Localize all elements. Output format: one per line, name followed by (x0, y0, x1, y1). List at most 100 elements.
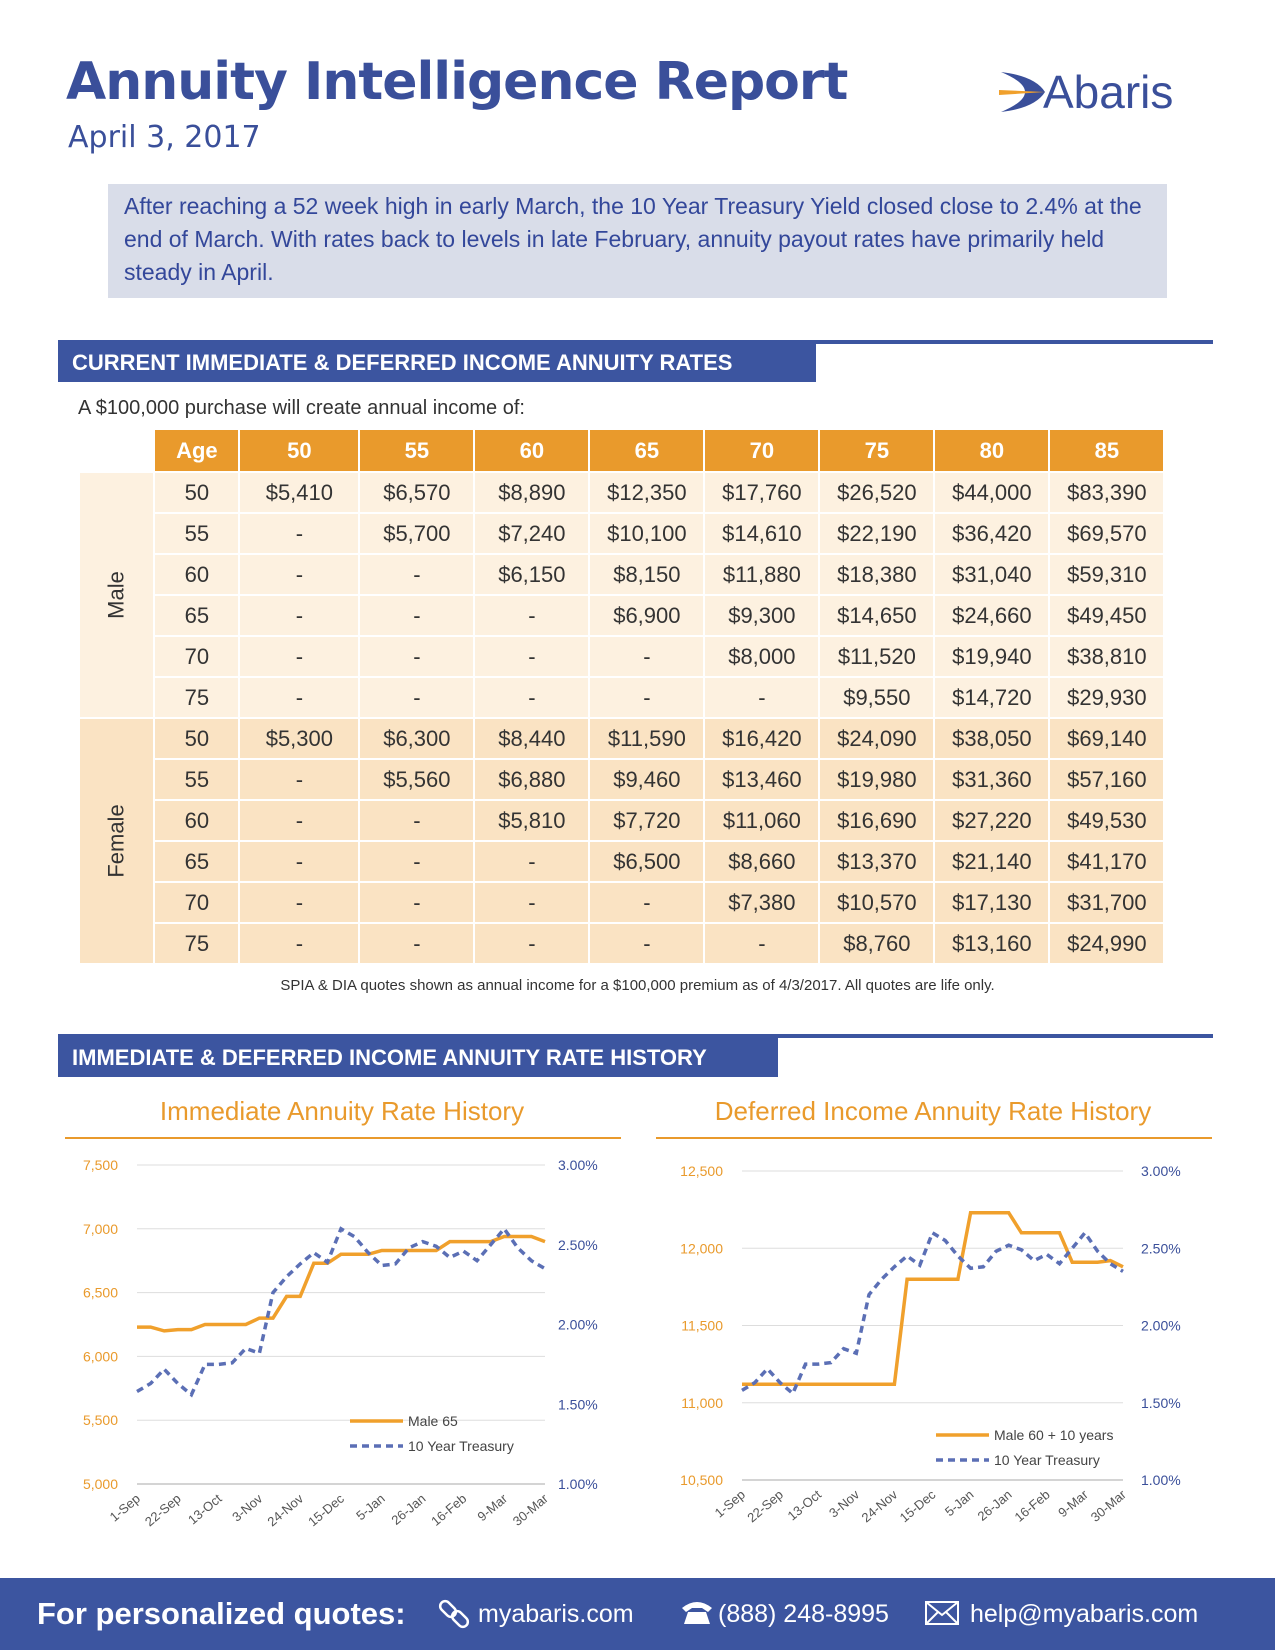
rate-cell: - (358, 840, 476, 883)
link-icon (438, 1599, 470, 1629)
rate-cell: $31,360 (933, 758, 1051, 801)
rate-cell: - (473, 635, 591, 678)
row-age: 70 (153, 881, 241, 924)
rate-cell: - (238, 594, 361, 637)
y2-tick-label: 2.50% (1141, 1240, 1181, 1256)
y2-tick-label: 2.50% (558, 1237, 598, 1253)
x-tick-label: 16-Feb (1012, 1487, 1053, 1525)
rate-cell: $6,880 (473, 758, 591, 801)
table-caption: A $100,000 purchase will create annual i… (78, 397, 525, 419)
y-tick-label: 6,500 (83, 1285, 118, 1301)
rate-cell: $41,170 (1048, 840, 1166, 883)
rate-cell: - (358, 922, 476, 965)
legend-label: Male 65 (408, 1413, 458, 1429)
rate-cell: $14,650 (818, 594, 936, 637)
report-date: April 3, 2017 (68, 120, 261, 155)
rate-cell: $24,660 (933, 594, 1051, 637)
row-age: 70 (153, 635, 241, 678)
section-rule (58, 1034, 1213, 1038)
rate-cell: - (473, 922, 591, 965)
y2-tick-label: 1.00% (1141, 1472, 1181, 1488)
x-tick-label: 30-Mar (510, 1490, 552, 1528)
rate-cell: $14,610 (703, 512, 821, 555)
rate-cell: $24,090 (818, 717, 936, 760)
series-line (137, 1234, 546, 1333)
table-row: 65- - - $6,500 $8,660 $13,370 $21,140 $41,170 (79, 840, 1166, 883)
table-row: Male 50 $5,410 $6,570 $8,890 $12,350 $17,760 $2… (77, 471, 1166, 719)
rate-cell: $6,570 (358, 471, 476, 514)
rate-cell: $59,310 (1048, 553, 1166, 596)
rate-cell: $10,570 (818, 881, 936, 924)
y2-tick-label: 3.00% (558, 1157, 598, 1173)
rate-cell: - (358, 635, 476, 678)
rate-cell: - (358, 553, 476, 596)
group-cell: Male (77, 471, 156, 719)
section-header: CURRENT IMMEDIATE & DEFERRED INCOME ANNU… (58, 343, 816, 382)
rate-cell: $19,980 (818, 758, 936, 801)
row-age: 60 (153, 553, 241, 596)
x-tick-label: 26-Jan (388, 1491, 428, 1528)
table-row: 55- $5,560 $6,880 $9,460 $13,460 $19,980 $31,3… (79, 758, 1166, 801)
rate-cell: $6,300 (358, 717, 476, 760)
x-tick-label: 30-Mar (1088, 1486, 1130, 1524)
y-tick-label: 11,000 (681, 1395, 723, 1411)
rate-cell: - (358, 594, 476, 637)
row-age: 55 (153, 758, 241, 801)
rate-cell: $5,300 (238, 717, 361, 760)
rate-cell: $31,040 (933, 553, 1051, 596)
rate-cell: $16,420 (703, 717, 821, 760)
rate-cell: $18,380 (818, 553, 936, 596)
rate-cell: - (238, 635, 361, 678)
table-row: 60- - $5,810 $7,720 $11,060 $16,690 $27,220 $49… (79, 799, 1166, 842)
rate-cell: - (238, 840, 361, 883)
rate-cell: $5,810 (473, 799, 591, 842)
rate-cell: - (238, 799, 361, 842)
rate-cell: - (358, 881, 476, 924)
rate-cell: $14,720 (933, 676, 1051, 719)
series-line (742, 1210, 1124, 1386)
rate-cell: $11,880 (703, 553, 821, 596)
rate-cell: - (588, 881, 706, 924)
column-header: Age (153, 428, 241, 473)
x-tick-label: 1-Sep (107, 1491, 143, 1525)
rate-cell: $26,520 (818, 471, 936, 514)
footer-lead: For personalized quotes: (37, 1596, 406, 1631)
rate-cell: $21,140 (933, 840, 1051, 883)
group-cell: Female (77, 717, 156, 965)
rate-cell: - (473, 676, 591, 719)
rate-cell: - (238, 553, 361, 596)
column-header: 60 (473, 428, 591, 473)
x-tick-label: 15-Dec (897, 1486, 939, 1525)
table-row: 75- - - - - $9,550 $14,720 $29,930 (79, 676, 1166, 719)
row-age: 65 (153, 594, 241, 637)
y2-tick-label: 2.00% (1141, 1318, 1181, 1334)
rate-cell: $10,100 (588, 512, 706, 555)
rate-cell: $57,160 (1048, 758, 1166, 801)
rate-cell: $19,940 (933, 635, 1051, 678)
logo-mark-accent (999, 90, 1045, 95)
rate-cell: $11,520 (818, 635, 936, 678)
rate-cell: $36,420 (933, 512, 1051, 555)
chart-title: Immediate Annuity Rate History (160, 1096, 524, 1126)
section-rule (58, 340, 1213, 344)
rate-cell: $44,000 (933, 471, 1051, 514)
rate-cell: $5,560 (358, 758, 476, 801)
y-tick-label: 5,000 (83, 1476, 118, 1492)
chart-title: Deferred Income Annuity Rate History (715, 1096, 1151, 1126)
section-header: IMMEDIATE & DEFERRED INCOME ANNUITY RATE… (58, 1038, 778, 1077)
rate-cell: - (588, 922, 706, 965)
rate-cell: $69,140 (1048, 717, 1166, 760)
rate-cell: - (703, 922, 821, 965)
legend-label: Male 60 + 10 years (994, 1427, 1113, 1443)
x-tick-label: 22-Sep (142, 1491, 184, 1529)
rate-cell: $8,660 (703, 840, 821, 883)
y-tick-label: 6,000 (83, 1348, 118, 1364)
series-line (741, 1229, 1124, 1397)
legend-label: 10 Year Treasury (994, 1452, 1100, 1468)
column-header: 70 (703, 428, 821, 473)
table-row: 75- - - - - $8,760 $13,160 $24,990 (79, 922, 1166, 965)
y2-tick-label: 1.00% (558, 1476, 598, 1492)
series-line (136, 1225, 546, 1398)
rate-cell: $5,700 (358, 512, 476, 555)
